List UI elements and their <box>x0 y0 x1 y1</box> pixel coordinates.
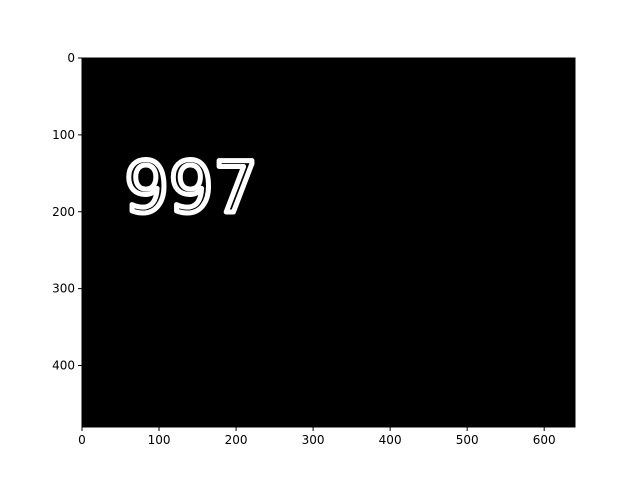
y-axis: 0 100 200 300 400 <box>52 51 82 373</box>
y-tick-label: 400 <box>52 359 75 373</box>
y-tick-label: 300 <box>52 282 75 296</box>
image-area <box>82 58 575 427</box>
x-tick-label: 500 <box>456 433 479 447</box>
x-tick-label: 600 <box>533 433 556 447</box>
x-tick-label: 300 <box>302 433 325 447</box>
x-tick-label: 400 <box>379 433 402 447</box>
plot-frame <box>81 57 576 428</box>
x-tick-label: 0 <box>78 433 86 447</box>
y-tick-label: 0 <box>67 51 75 65</box>
x-tick-label: 100 <box>148 433 171 447</box>
y-tick-label: 100 <box>52 128 75 142</box>
y-tick-label: 200 <box>52 205 75 219</box>
x-tick-label: 200 <box>225 433 248 447</box>
x-axis: 0 100 200 300 400 500 600 <box>78 427 556 447</box>
image-text: 997 <box>124 147 258 229</box>
